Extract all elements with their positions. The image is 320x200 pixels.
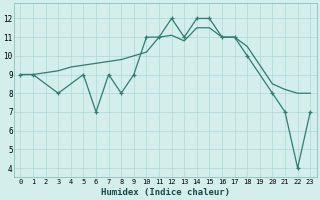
X-axis label: Humidex (Indice chaleur): Humidex (Indice chaleur): [101, 188, 230, 197]
